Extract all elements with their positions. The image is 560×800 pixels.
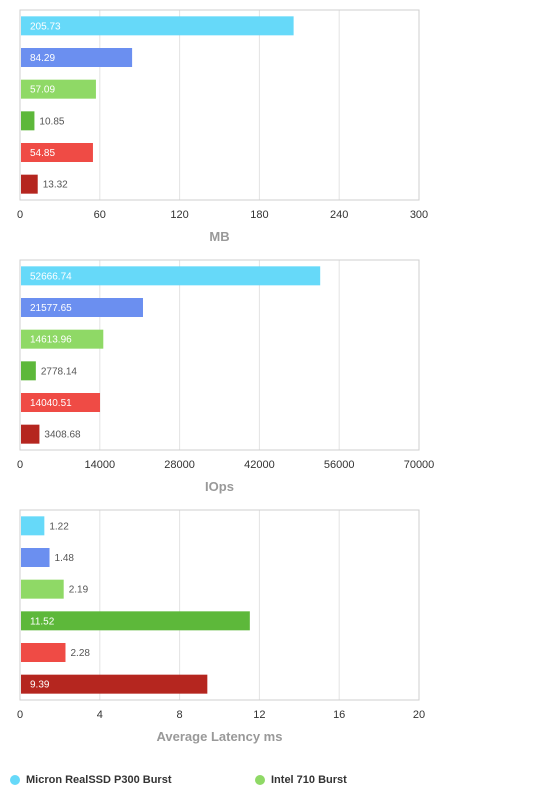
- tick-label: 8: [177, 709, 183, 721]
- bar: [21, 16, 294, 36]
- legend-label: Micron RealSSD P300 Burst: [26, 774, 172, 786]
- tick-label: 42000: [244, 459, 275, 471]
- tick-label: 120: [170, 209, 188, 221]
- plot-frame: [19, 509, 420, 701]
- tick-label: 0: [17, 459, 23, 471]
- tick-label: 20: [413, 709, 425, 721]
- data-label: 21577.65: [30, 303, 72, 314]
- tick-label: 14000: [85, 459, 116, 471]
- data-label: 84.29: [30, 53, 55, 64]
- data-label: 2778.14: [41, 366, 78, 377]
- bar: [21, 393, 101, 412]
- data-label: 3408.68: [44, 430, 81, 441]
- plot-frame: [19, 9, 420, 201]
- bar: [21, 329, 104, 349]
- bar: [21, 111, 35, 131]
- legend: Micron RealSSD P300 Burst Intel 710 Burs…: [10, 774, 550, 796]
- bar: [21, 143, 93, 162]
- legend-label: Intel 710 Burst: [271, 774, 347, 786]
- data-label: 1.48: [55, 553, 75, 564]
- bar: [21, 516, 45, 536]
- data-label: 10.85: [39, 116, 64, 127]
- tick-label: 60: [94, 209, 106, 221]
- tick-label: 180: [250, 209, 268, 221]
- bar: [21, 579, 64, 599]
- tick-label: 16: [333, 709, 345, 721]
- plot-frame: [19, 259, 420, 451]
- bar: [21, 298, 143, 317]
- tick-label: 4: [97, 709, 103, 721]
- data-label: 57.09: [30, 85, 55, 96]
- bar: [21, 174, 38, 194]
- tick-label: 28000: [164, 459, 195, 471]
- axis-title: MB: [209, 229, 229, 244]
- data-label: 52666.74: [30, 271, 72, 282]
- bar: [21, 548, 50, 567]
- tick-label: 12: [253, 709, 265, 721]
- data-label: 9.39: [30, 680, 50, 691]
- legend-swatch-icon: [255, 775, 265, 785]
- axis-title: IOps: [205, 479, 234, 494]
- tick-label: 0: [17, 709, 23, 721]
- data-label: 14040.51: [30, 398, 72, 409]
- bar: [21, 611, 250, 631]
- legend-swatch-icon: [10, 775, 20, 785]
- tick-label: 0: [17, 209, 23, 221]
- data-label: 1.22: [49, 521, 69, 532]
- bar: [21, 266, 321, 286]
- legend-item-intel: Intel 710 Burst: [255, 774, 347, 786]
- bar: [21, 674, 208, 694]
- legend-item-micron: Micron RealSSD P300 Burst: [10, 774, 172, 786]
- axis-title: Average Latency ms: [157, 729, 283, 744]
- data-label: 54.85: [30, 148, 55, 159]
- tick-label: 70000: [404, 459, 435, 471]
- bar: [21, 643, 66, 662]
- tick-label: 56000: [324, 459, 355, 471]
- data-label: 13.32: [43, 180, 68, 191]
- bar: [21, 424, 40, 444]
- bar: [21, 79, 96, 99]
- data-label: 2.28: [70, 648, 90, 659]
- tick-label: 240: [330, 209, 348, 221]
- bar: [21, 361, 36, 381]
- data-label: 205.73: [30, 21, 61, 32]
- bar: [21, 48, 133, 67]
- data-label: 2.19: [69, 585, 89, 596]
- data-label: 11.52: [30, 616, 55, 627]
- tick-label: 300: [410, 209, 428, 221]
- data-label: 14613.96: [30, 335, 72, 346]
